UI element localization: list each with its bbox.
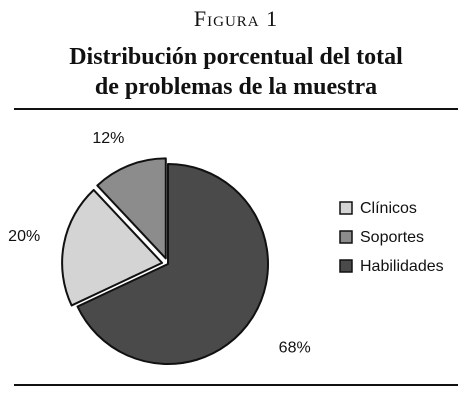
pie-slice-clinicos	[61, 188, 164, 307]
chart-legend: Clínicos Soportes Habilidades	[339, 200, 444, 275]
legend-label-habilidades: Habilidades	[360, 258, 444, 275]
pie-slice-habilidades	[76, 163, 269, 365]
pie-value-labels: 68% 20% 12%	[8, 130, 311, 357]
chart-title-line-1: Distribución porcentual del total	[69, 44, 403, 70]
chart-title-line-2: de problemas de la muestra	[94, 74, 378, 100]
legend-swatch-soportes	[339, 230, 353, 244]
legend-swatch-clinicos	[339, 201, 353, 215]
chart-title: Distribución porcentual del total de pro…	[0, 42, 472, 102]
legend-label-clinicos: Clínicos	[360, 200, 417, 217]
figure-label: Figura 1	[193, 6, 279, 31]
legend-swatch-habilidades	[339, 259, 353, 273]
top-divider	[14, 108, 458, 110]
pie-label-soportes: 12%	[92, 130, 124, 147]
pie-slice-soportes	[96, 157, 167, 260]
pie-label-clinicos: 20%	[8, 228, 40, 245]
legend-label-soportes: Soportes	[360, 229, 424, 246]
pie-slices	[61, 157, 269, 365]
pie-label-habilidades: 68%	[279, 340, 311, 357]
bottom-divider	[14, 384, 458, 386]
